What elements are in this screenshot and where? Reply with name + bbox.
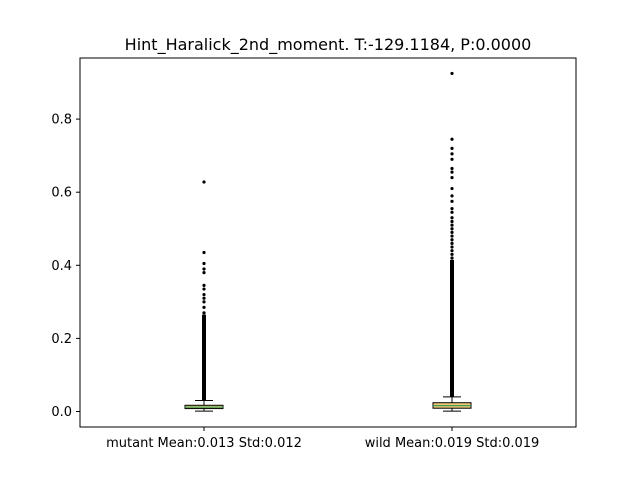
outlier-point	[450, 152, 454, 156]
y-tick-label: 0.6	[51, 186, 72, 201]
outlier-point	[202, 267, 206, 271]
outlier-point	[450, 216, 454, 220]
outlier-point	[202, 180, 206, 184]
outlier-point	[450, 170, 454, 174]
outlier-point	[450, 207, 454, 211]
y-tick-label: 0.0	[51, 405, 72, 420]
outlier-point	[450, 210, 454, 214]
outlier-point	[450, 199, 454, 203]
outlier-point	[450, 234, 454, 238]
outlier-point	[202, 271, 206, 275]
outlier-point	[202, 311, 206, 315]
outlier-point	[202, 300, 206, 304]
x-tick-label: mutant Mean:0.013 Std:0.012	[106, 436, 302, 451]
outlier-point	[202, 305, 206, 309]
outlier-point	[202, 250, 206, 255]
chart-title: Hint_Haralick_2nd_moment. T:-129.1184, P…	[125, 35, 532, 55]
y-tick-label: 0.4	[51, 259, 72, 274]
plot-frame	[79, 57, 577, 428]
outlier-point	[450, 223, 454, 227]
outlier-point	[450, 219, 454, 224]
outlier-point	[450, 227, 454, 231]
outlier-point	[450, 249, 454, 253]
outlier-point	[450, 146, 454, 150]
outlier-point	[450, 166, 454, 171]
outlier-point	[450, 245, 454, 249]
y-tick-label: 0.2	[51, 332, 72, 347]
outlier-point	[450, 230, 454, 235]
outlier-point	[202, 261, 206, 266]
outlier-point	[450, 71, 454, 76]
outlier-point	[450, 256, 454, 260]
outlier-point	[450, 137, 454, 141]
outlier-point	[202, 287, 206, 291]
outlier-point	[202, 283, 206, 288]
outlier-point	[450, 241, 454, 245]
outlier-point	[450, 157, 454, 161]
outlier-point	[450, 194, 454, 198]
outlier-point	[202, 296, 206, 300]
outlier-point	[202, 292, 206, 297]
x-tick-label: wild Mean:0.019 Std:0.019	[365, 436, 540, 451]
chart-marks: 0.0 0.2 0.4 0.6 0.8 mutant Mean:0.013 Std:0.0…	[51, 71, 540, 451]
outlier-point	[450, 186, 454, 191]
y-tick-label: 0.8	[51, 113, 72, 128]
outlier-point	[450, 252, 454, 256]
outlier-point	[450, 238, 454, 242]
outlier-point	[450, 175, 454, 180]
